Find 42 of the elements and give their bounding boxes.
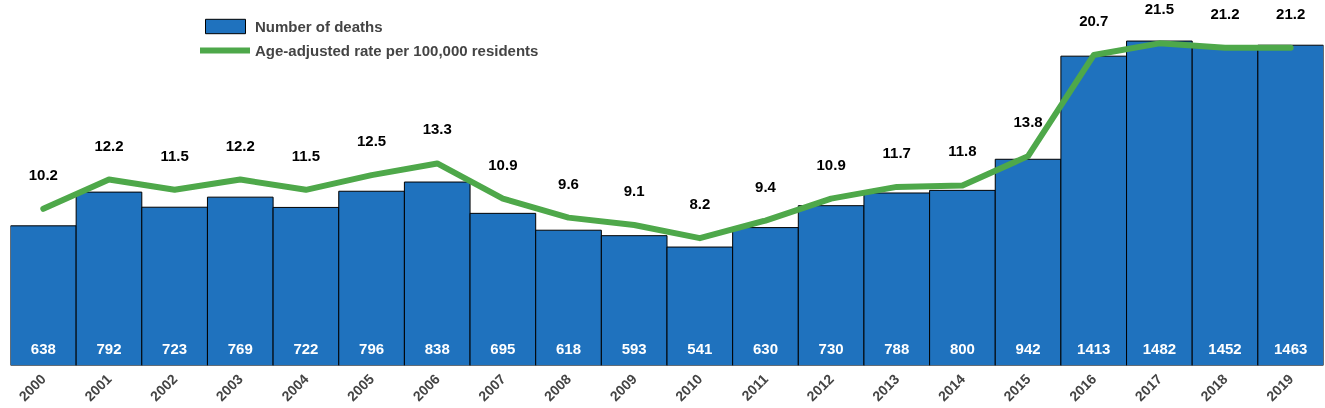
data-label: 13.8 (1013, 113, 1043, 131)
data-label: 8.2 (689, 195, 711, 213)
data-label: 21.2 (1210, 4, 1240, 22)
data-label: 12.2 (94, 136, 124, 154)
data-label: 1413 (1077, 339, 1111, 357)
data-label: 13.3 (422, 120, 452, 138)
data-label: 1463 (1273, 339, 1308, 357)
data-label: 10.2 (28, 165, 58, 183)
data-label: 9.6 (558, 174, 579, 192)
data-label: 769 (227, 339, 253, 357)
data-label: 838 (424, 339, 450, 357)
data-label: 630 (752, 339, 778, 357)
data-label: 9.4 (755, 177, 777, 195)
data-label: 9.1 (623, 181, 645, 199)
data-label: 788 (884, 339, 910, 357)
data-label: 1482 (1142, 339, 1177, 357)
data-label: 792 (96, 339, 122, 357)
data-label: 11.5 (291, 146, 321, 164)
data-label: 1452 (1208, 339, 1242, 357)
data-label: 593 (621, 339, 647, 357)
data-label: 11.8 (948, 142, 977, 160)
data-label: 11.7 (882, 143, 911, 161)
data-label: 618 (556, 339, 582, 357)
data-label: 12.2 (225, 136, 255, 154)
data-label: 11.5 (160, 146, 189, 164)
data-label: 638 (30, 339, 56, 357)
data-label: 541 (687, 339, 713, 357)
data-label: 722 (293, 339, 319, 357)
data-label: 723 (162, 339, 188, 357)
data-label: 20.7 (1079, 12, 1109, 30)
data-label: 796 (359, 339, 385, 357)
legend-label: Number of deaths (255, 17, 383, 35)
data-label: 730 (818, 339, 844, 357)
data-label: 12.5 (356, 132, 387, 150)
data-label: 10.9 (816, 155, 846, 173)
data-label: 942 (1015, 339, 1041, 357)
data-label: 695 (490, 339, 516, 357)
data-label: 21.2 (1276, 4, 1306, 22)
data-label: 800 (949, 339, 975, 357)
legend-label: Age-adjusted rate per 100,000 residents (255, 41, 539, 59)
data-label: 21.5 (1144, 0, 1174, 18)
data-label: 10.9 (488, 155, 518, 173)
